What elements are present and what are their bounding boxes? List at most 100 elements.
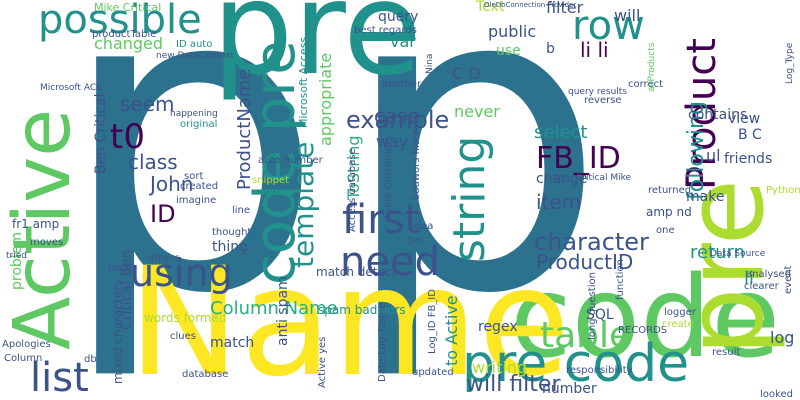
word-idea: idea	[412, 221, 434, 232]
word-imagine: imagine	[176, 195, 217, 206]
word-number: number	[542, 381, 597, 397]
word-one: one	[656, 225, 675, 236]
word-data-source: Data Source	[710, 249, 766, 259]
word-case: case	[374, 104, 420, 128]
word-view: view	[728, 111, 761, 127]
word-pre-code: pre code	[462, 334, 690, 394]
word-create: create	[662, 319, 694, 330]
word-ul: ul	[706, 146, 721, 165]
word-name: Name	[128, 236, 571, 400]
word-contains: contains	[688, 107, 748, 123]
word-fr1-amp: fr1 amp	[12, 217, 60, 231]
word-return: return	[690, 242, 746, 263]
word-row: row	[572, 3, 645, 49]
word-never: never	[454, 102, 500, 121]
word-correct: correct	[628, 79, 664, 90]
word-sql: SQL	[586, 307, 614, 323]
word-words-formed: words formed	[144, 311, 227, 325]
word-friends: friends	[724, 151, 773, 167]
word-active-yes: Active yes	[317, 336, 328, 388]
word-problem: problem	[9, 232, 25, 290]
word-responsibility: responsibility	[566, 365, 633, 376]
word-p-right: p	[340, 0, 607, 386]
word-nina: Nina	[425, 53, 435, 74]
word-amp-nd: amp nd	[646, 205, 692, 219]
word-log-type: Log_Type	[785, 42, 795, 84]
word-code: code	[510, 253, 781, 383]
word-mike-critical: Mike Critical	[94, 1, 162, 14]
word-using: using	[130, 251, 233, 295]
word-fb-id: FB_ID	[536, 141, 621, 176]
word-anti-spam: anti spam	[275, 276, 291, 346]
word-text: Text	[476, 0, 505, 15]
word-per: per	[408, 235, 425, 246]
word-make: make	[686, 189, 725, 205]
word-spam-badwors: spam badwors	[318, 303, 406, 317]
word-change: change	[536, 171, 588, 187]
word-match: match	[210, 335, 255, 351]
word-badwors-filter: badwors filter	[411, 131, 422, 200]
word-use: use	[496, 43, 521, 59]
word-function: function	[615, 259, 626, 300]
word-another: another	[382, 79, 422, 90]
word-auto-number: auto number	[258, 155, 323, 166]
word-log: log	[770, 328, 795, 347]
word-appropriate: appropriate	[316, 52, 335, 146]
word-looked: looked	[760, 389, 793, 400]
word-possible: possible	[38, 0, 202, 43]
word-p-left: p	[58, 0, 325, 386]
word-table-customers: table Customers	[383, 135, 394, 218]
word-line: line	[232, 205, 251, 216]
word-log-id-fb-id: Log_ID FB_ID	[427, 289, 438, 354]
word-date: Date	[108, 263, 132, 274]
word-reverse: reverse	[584, 95, 622, 106]
word-updated: updated	[412, 367, 454, 378]
word-critical-mike: Critical Mike	[576, 173, 632, 183]
word-first: first	[342, 197, 421, 243]
word-microsoft-access: Microsoft Access	[297, 36, 310, 128]
word-happening: happening	[170, 109, 218, 119]
word-query-results: query results	[568, 87, 627, 97]
word-query: query	[378, 9, 419, 25]
word-mixed-characters: mixed characters	[111, 279, 125, 384]
word-li: li	[744, 268, 755, 289]
word-new-datacontext: new DataContext	[156, 51, 235, 61]
word-logger: logger	[664, 307, 696, 318]
word-filter: filter	[546, 0, 584, 17]
word-productid: ProductID	[536, 250, 634, 274]
word-column-name: Column Name	[210, 298, 338, 319]
word-thing: thing	[212, 239, 249, 255]
word-pre-top: pre	[212, 0, 422, 104]
word-python: Python	[766, 185, 800, 196]
word-list: list	[30, 355, 89, 400]
word-john: John	[150, 172, 194, 196]
word-returned: returned	[648, 185, 692, 196]
word-to-active: to Active	[442, 295, 461, 366]
word-table: table	[540, 315, 632, 356]
word-b: b	[546, 41, 555, 57]
word-li-li: li li	[580, 38, 609, 62]
word-var: var	[390, 32, 416, 51]
word-created: created	[180, 181, 219, 192]
word-need: need	[340, 239, 440, 285]
word-will-filter: will filter	[466, 372, 561, 397]
word-public: public	[488, 22, 537, 41]
word-long-question: long question	[587, 272, 598, 340]
word-microsoft-ace: Microsoft ACE	[40, 83, 102, 93]
word-database: database	[182, 369, 229, 380]
word-b-c: B C	[738, 127, 762, 143]
word-item: item	[536, 190, 582, 214]
word-moves: moves	[30, 237, 64, 248]
word-apologies: Apologies	[2, 339, 51, 350]
word-result: result	[712, 347, 741, 358]
word-column: Column	[4, 353, 43, 364]
word-allproducts: allProducts	[647, 42, 657, 92]
word-others: others	[148, 253, 180, 264]
word-oledbconnection-provider: OleDbConnection Provider	[484, 1, 577, 9]
word-way: way	[376, 132, 409, 151]
word-c-d: C D	[452, 64, 481, 83]
word-producttable: productTable	[92, 29, 157, 40]
word-access-database: Access database	[347, 148, 358, 232]
word-best-regards: best regards	[354, 25, 417, 36]
